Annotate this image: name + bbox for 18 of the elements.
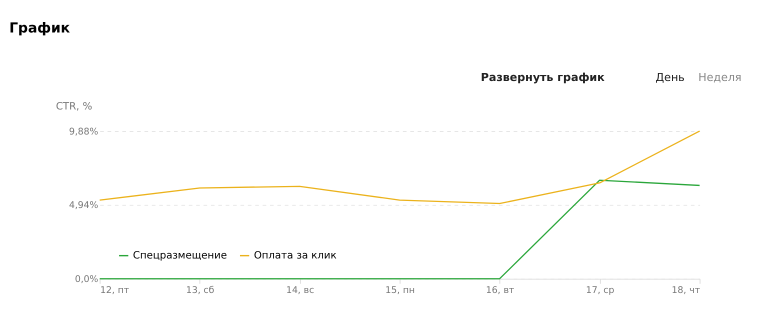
x-tick-label: 13, сб: [186, 285, 215, 296]
y-axis-title: CTR, %: [56, 101, 93, 112]
x-tick-label: 17, ср: [586, 285, 614, 296]
y-tick-label: 0,0%: [74, 274, 99, 285]
legend-label: Спецразмещение: [132, 250, 227, 262]
text: Развернуть график: [480, 71, 606, 84]
text: День: [655, 71, 685, 84]
x-tick-label: 12, пт: [100, 285, 130, 296]
x-tick-label: 14, вс: [286, 285, 314, 296]
text: Неделя: [698, 71, 742, 84]
chart-title: График: [9, 20, 71, 36]
x-tick-label: 16, вт: [486, 285, 515, 296]
x-tick-label: 15, пн: [385, 285, 415, 296]
y-tick-label: 4,94%: [69, 200, 99, 212]
line-series: [99, 130, 700, 204]
legend-label: Оплата за клик: [254, 250, 337, 262]
y-tick-label: 9,88%: [69, 126, 99, 138]
x-tick-label: 18, чт: [672, 285, 701, 296]
